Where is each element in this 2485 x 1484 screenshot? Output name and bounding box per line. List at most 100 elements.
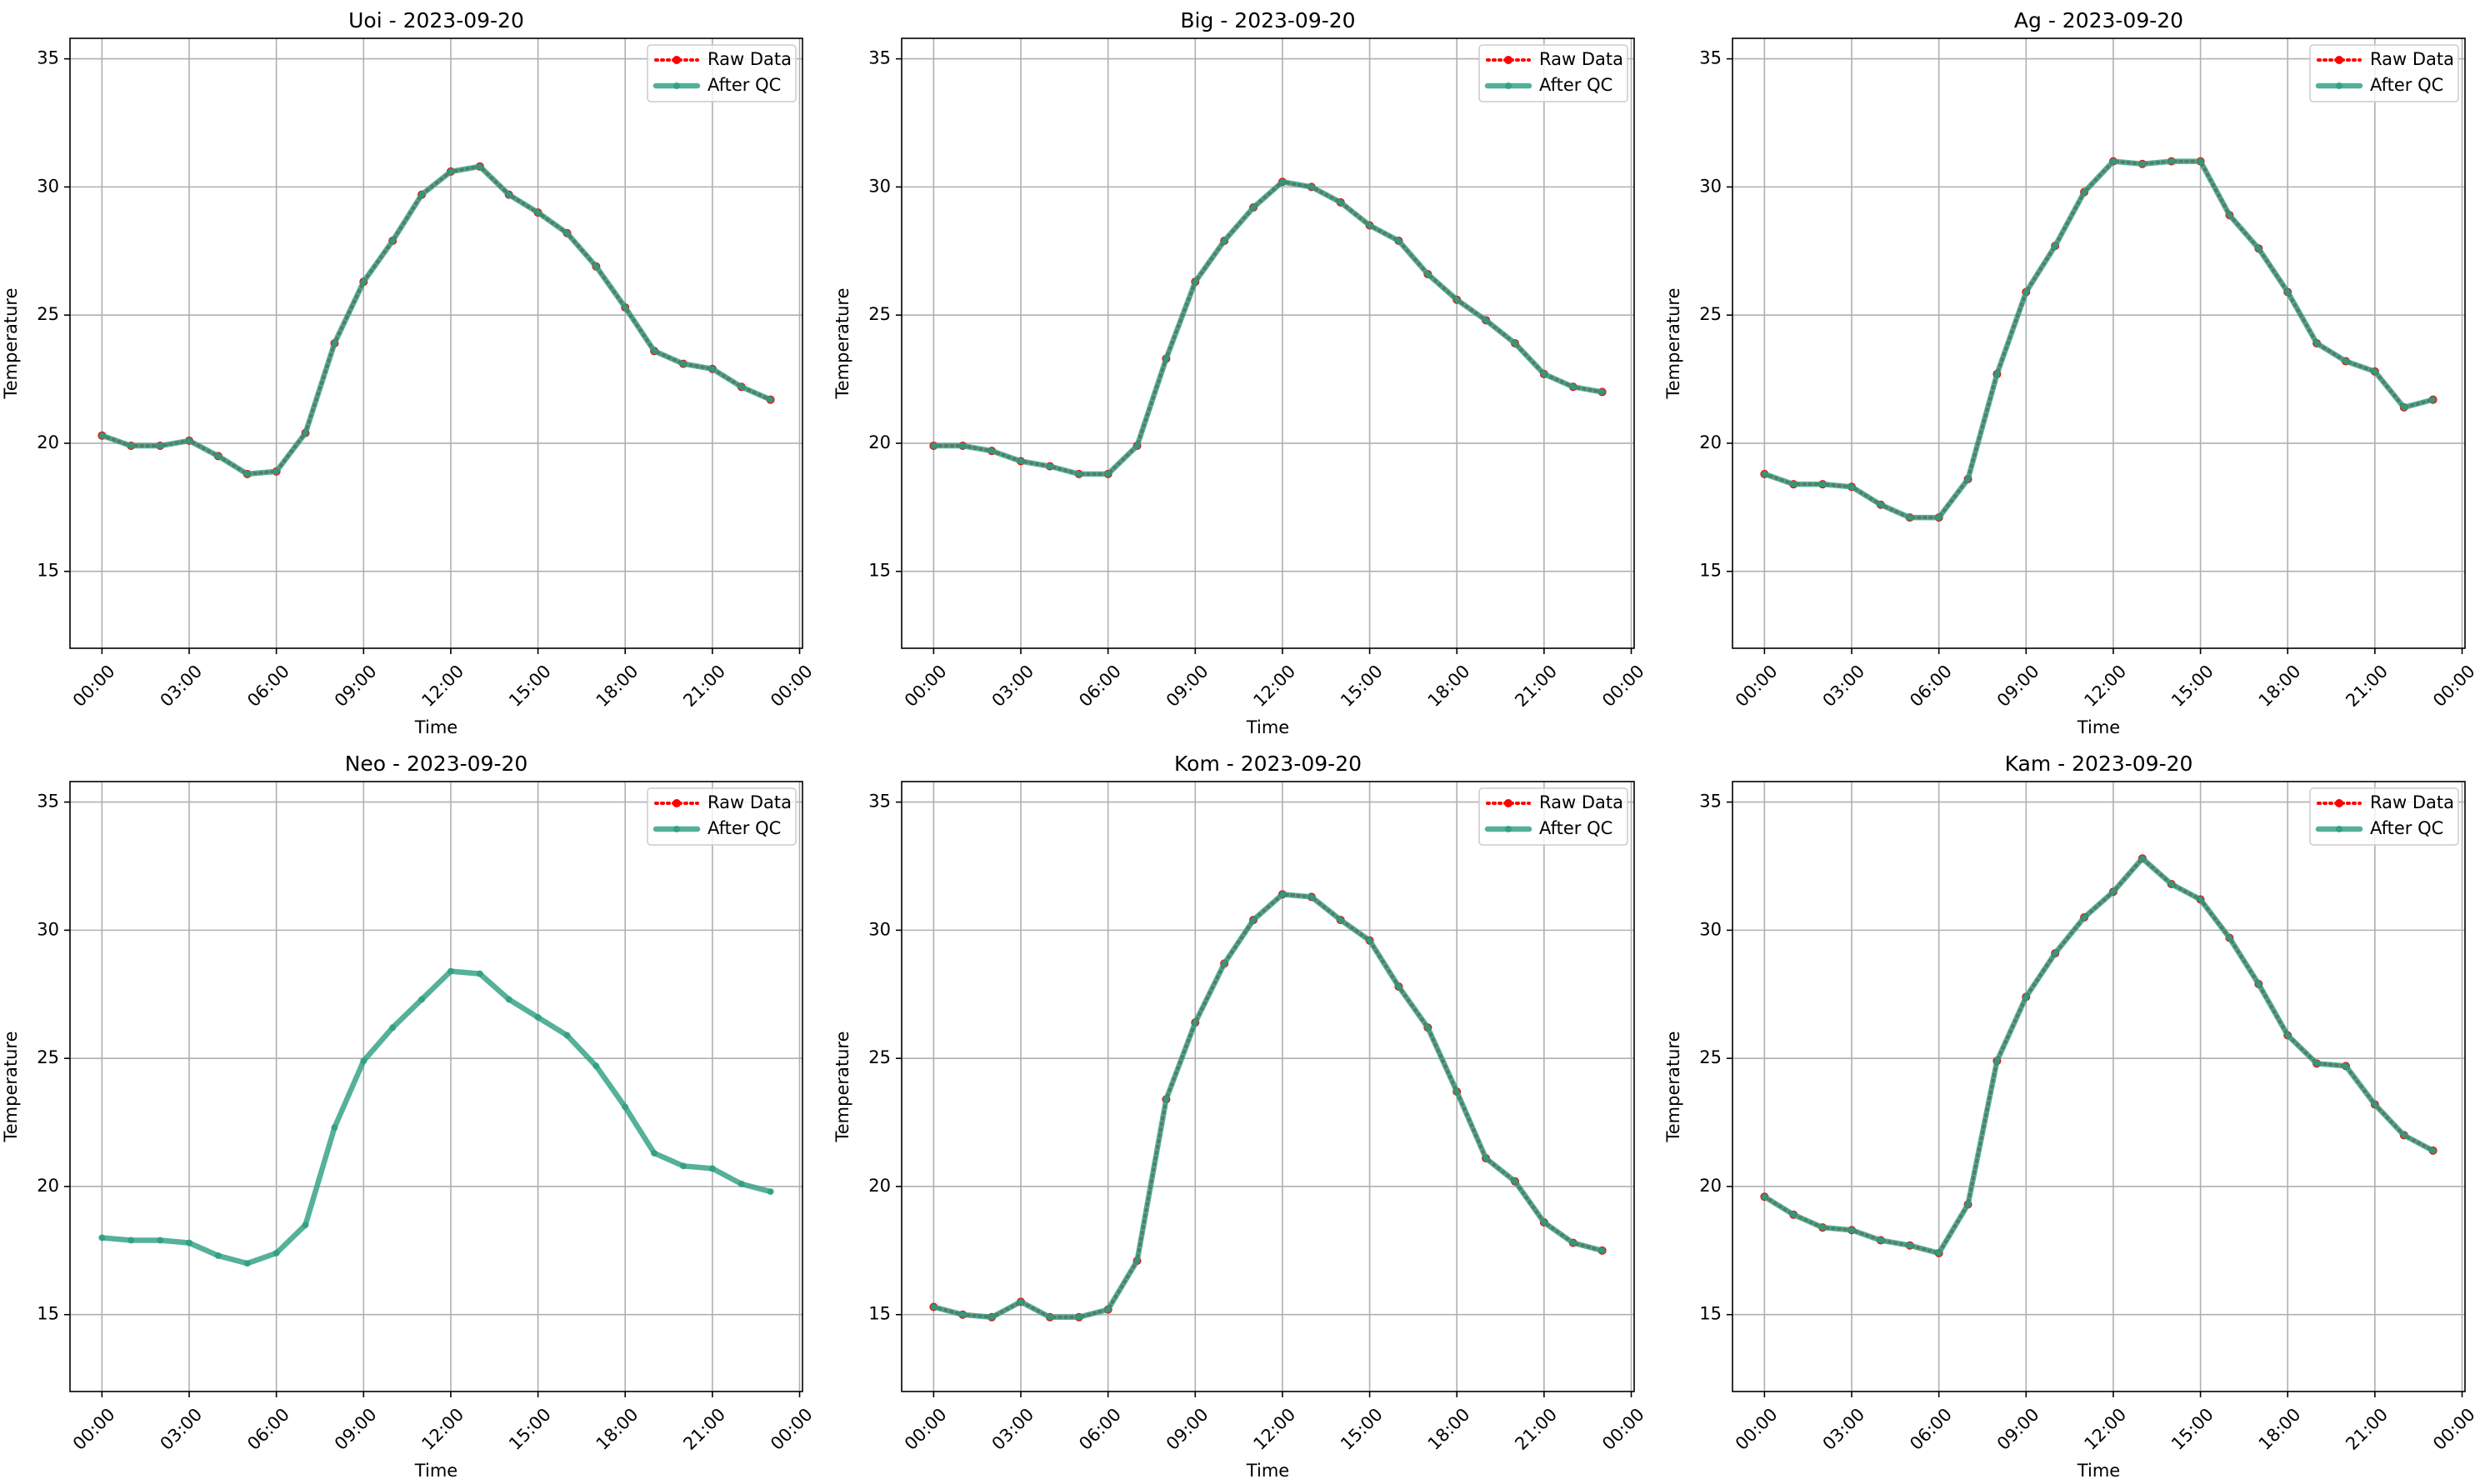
legend-label: After QC: [2370, 818, 2443, 838]
x-axis-label: Time: [2077, 1461, 2120, 1481]
legend-marker: [1505, 82, 1512, 89]
qc-marker: [1511, 340, 1518, 347]
legend-marker: [673, 826, 680, 832]
qc-marker: [1192, 1019, 1199, 1027]
qc-marker: [272, 467, 280, 475]
qc-marker: [930, 442, 938, 450]
y-tick-label: 25: [868, 1047, 891, 1067]
y-tick-label: 35: [868, 48, 891, 68]
plot-area: [98, 967, 774, 1267]
legend-label: Raw Data: [2370, 792, 2454, 812]
qc-marker: [2197, 157, 2204, 165]
qc-marker: [1935, 1249, 1942, 1257]
x-tick-label: 06:00: [1906, 1404, 1956, 1454]
y-tick-label: 15: [37, 1304, 59, 1324]
qc-marker: [2284, 288, 2292, 296]
legend: Raw Data After QC: [647, 787, 797, 846]
qc-marker: [651, 1149, 658, 1157]
chart-title: Big - 2023-09-20: [1180, 8, 1355, 32]
qc-marker: [563, 229, 571, 237]
y-tick-label: 30: [37, 919, 59, 939]
qc-marker: [1540, 1219, 1548, 1227]
qc-marker: [622, 1103, 629, 1111]
x-tick-label: 15:00: [2168, 661, 2218, 711]
qc-marker: [1511, 1177, 1518, 1185]
x-tick-label: 15:00: [1337, 661, 1387, 711]
qc-marker: [1453, 296, 1461, 303]
qc-marker: [2255, 245, 2262, 252]
x-axis-label: Time: [1246, 717, 1289, 737]
qc-marker: [767, 1188, 774, 1196]
x-tick-label: 00:00: [1732, 1404, 1782, 1454]
chart-title: Neo - 2023-09-20: [345, 752, 528, 776]
legend-marker: [1504, 56, 1512, 64]
qc-marker: [2168, 157, 2175, 165]
qc-line: [931, 891, 1605, 1321]
legend-label: After QC: [1539, 818, 1612, 838]
qc-marker: [1308, 893, 1315, 901]
qc-marker: [2342, 357, 2349, 365]
qc-marker: [1906, 514, 1913, 522]
legend: Raw Data After QC: [1478, 787, 1628, 846]
chart-title: Ag - 2023-09-20: [2014, 8, 2183, 32]
qc-marker: [1761, 470, 1768, 477]
legend-label: After QC: [708, 75, 781, 95]
qc-marker: [418, 191, 426, 198]
qc-marker: [1877, 501, 1884, 508]
qc-marker: [2052, 242, 2059, 250]
qc-marker: [679, 360, 687, 367]
x-tick-label: 09:00: [1162, 1404, 1212, 1454]
y-tick-label: 35: [868, 792, 891, 812]
qc-marker: [1104, 470, 1112, 477]
x-tick-label: 03:00: [988, 1404, 1038, 1454]
qc-marker: [1278, 178, 1286, 186]
x-tick-label: 03:00: [157, 1404, 207, 1454]
y-axis-label: Temperature: [832, 287, 852, 399]
x-axis-label: Time: [414, 717, 458, 737]
qc-marker: [1366, 937, 1373, 944]
x-axis-label: Time: [2077, 717, 2120, 737]
qc-marker: [418, 996, 426, 1003]
qc-marker: [1424, 270, 1432, 277]
x-tick-label: 21:00: [1511, 1404, 1561, 1454]
qc-marker: [1877, 1237, 1884, 1244]
qc-marker: [2400, 1132, 2408, 1139]
qc-marker: [1366, 222, 1373, 229]
qc-marker: [1192, 278, 1199, 286]
qc-marker: [2138, 160, 2146, 167]
qc-marker: [1075, 1313, 1082, 1321]
qc-marker: [1162, 1096, 1170, 1103]
subplot: 00:00 03:00 06:00 09:00 12:00 15:00 18:00 21:00…: [1663, 8, 2479, 737]
qc-marker: [2255, 980, 2262, 987]
qc-marker: [592, 262, 600, 270]
qc-marker: [360, 278, 368, 286]
x-tick-label: 15:00: [2168, 1404, 2218, 1454]
x-tick-label: 09:00: [1993, 661, 2043, 711]
qc-marker: [389, 1024, 397, 1032]
qc-marker: [2342, 1062, 2349, 1070]
x-tick-label: 06:00: [243, 661, 293, 711]
qc-marker: [1278, 891, 1286, 898]
qc-marker: [2197, 896, 2204, 903]
x-tick-label: 18:00: [1424, 1404, 1474, 1454]
axes-frame: [1732, 37, 2466, 649]
x-tick-label: 00:00: [1732, 661, 1782, 711]
qc-marker: [128, 442, 135, 450]
x-tick-label: 09:00: [1993, 1404, 2043, 1454]
axes-frame: [69, 37, 803, 649]
y-tick-label: 20: [868, 432, 891, 452]
y-tick-label: 35: [1699, 48, 1722, 68]
y-axis-label: Temperature: [1, 287, 21, 399]
legend: Raw Data After QC: [2309, 787, 2459, 846]
x-tick-label: 03:00: [1819, 661, 1869, 711]
x-tick-label: 00:00: [767, 1404, 817, 1454]
qc-marker: [186, 437, 193, 444]
qc-marker: [214, 1252, 222, 1259]
plot-area: [929, 890, 1607, 1322]
y-tick-label: 15: [1699, 1304, 1722, 1324]
qc-marker: [2052, 950, 2059, 957]
qc-marker: [1046, 462, 1053, 470]
x-tick-label: 00:00: [1598, 1404, 1648, 1454]
x-tick-label: 09:00: [1162, 661, 1212, 711]
qc-marker: [157, 1237, 164, 1244]
